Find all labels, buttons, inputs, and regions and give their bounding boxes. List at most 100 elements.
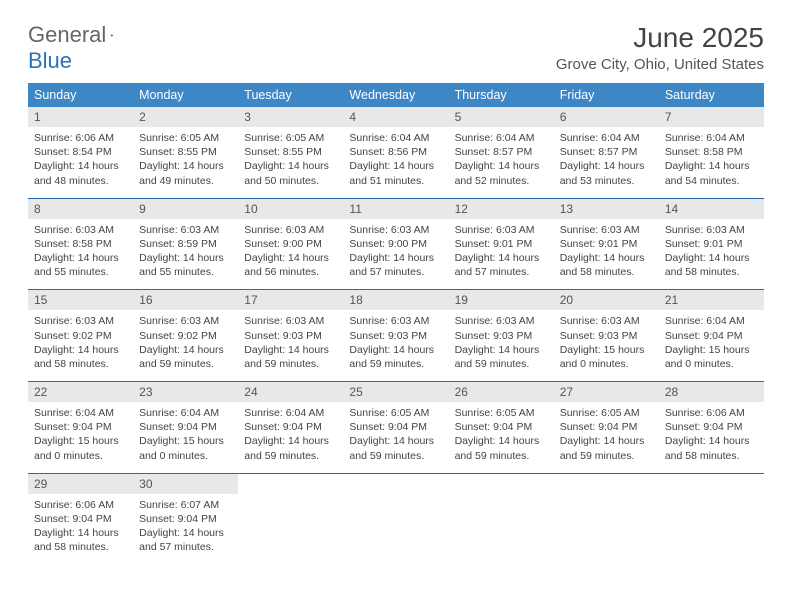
daylight-line1: Daylight: 15 hours [560, 343, 653, 357]
week-daynum-row: 2930 [28, 474, 764, 494]
daylight-line1: Daylight: 14 hours [560, 251, 653, 265]
day-number: 19 [449, 290, 554, 310]
title-block: June 2025 Grove City, Ohio, United State… [556, 22, 764, 73]
daylight-line2: and 50 minutes. [244, 174, 337, 188]
sunset-text: Sunset: 8:56 PM [349, 145, 442, 159]
sunset-text: Sunset: 8:59 PM [139, 237, 232, 251]
daylight-line1: Daylight: 14 hours [665, 434, 758, 448]
sunset-text: Sunset: 9:04 PM [34, 420, 127, 434]
daylight-line2: and 59 minutes. [139, 357, 232, 371]
day-number: 15 [28, 290, 133, 310]
sunset-text: Sunset: 8:58 PM [34, 237, 127, 251]
week-body-row: Sunrise: 6:06 AMSunset: 9:04 PMDaylight:… [28, 494, 764, 565]
daylight-line2: and 52 minutes. [455, 174, 548, 188]
daylight-line2: and 58 minutes. [34, 357, 127, 371]
daylight-line1: Daylight: 14 hours [455, 434, 548, 448]
day-number: 27 [554, 382, 659, 402]
day-header: Sunday [28, 83, 133, 107]
sunrise-text: Sunrise: 6:03 AM [139, 223, 232, 237]
daylight-line2: and 55 minutes. [34, 265, 127, 279]
sunrise-text: Sunrise: 6:03 AM [560, 223, 653, 237]
daylight-line1: Daylight: 14 hours [349, 434, 442, 448]
day-number [449, 474, 554, 494]
daylight-line1: Daylight: 14 hours [349, 251, 442, 265]
sunrise-text: Sunrise: 6:06 AM [34, 131, 127, 145]
daylight-line1: Daylight: 14 hours [455, 159, 548, 173]
sunrise-text: Sunrise: 6:04 AM [455, 131, 548, 145]
day-cell: Sunrise: 6:04 AMSunset: 8:57 PMDaylight:… [554, 127, 659, 198]
daylight-line2: and 59 minutes. [349, 357, 442, 371]
day-number: 3 [238, 107, 343, 127]
day-number: 2 [133, 107, 238, 127]
sunrise-text: Sunrise: 6:07 AM [139, 498, 232, 512]
week-daynum-row: 1234567 [28, 107, 764, 127]
day-number: 1 [28, 107, 133, 127]
sunset-text: Sunset: 9:04 PM [560, 420, 653, 434]
daylight-line1: Daylight: 14 hours [139, 251, 232, 265]
day-number: 20 [554, 290, 659, 310]
daylight-line1: Daylight: 14 hours [244, 251, 337, 265]
sunset-text: Sunset: 9:04 PM [34, 512, 127, 526]
sunset-text: Sunset: 9:04 PM [455, 420, 548, 434]
daylight-line2: and 0 minutes. [139, 449, 232, 463]
brand-logo: General [28, 22, 134, 48]
sunrise-text: Sunrise: 6:03 AM [560, 314, 653, 328]
sunset-text: Sunset: 9:03 PM [244, 329, 337, 343]
sunset-text: Sunset: 9:03 PM [560, 329, 653, 343]
day-number: 17 [238, 290, 343, 310]
day-cell: Sunrise: 6:05 AMSunset: 9:04 PMDaylight:… [554, 402, 659, 473]
day-number: 23 [133, 382, 238, 402]
daylight-line2: and 59 minutes. [560, 449, 653, 463]
daylight-line2: and 59 minutes. [244, 357, 337, 371]
sunrise-text: Sunrise: 6:06 AM [34, 498, 127, 512]
day-number: 11 [343, 199, 448, 219]
day-cell: Sunrise: 6:03 AMSunset: 9:01 PMDaylight:… [659, 219, 764, 290]
day-cell: Sunrise: 6:06 AMSunset: 9:04 PMDaylight:… [659, 402, 764, 473]
day-header: Wednesday [343, 83, 448, 107]
daylight-line2: and 57 minutes. [349, 265, 442, 279]
day-number: 22 [28, 382, 133, 402]
day-cell: Sunrise: 6:06 AMSunset: 9:04 PMDaylight:… [28, 494, 133, 565]
day-cell: Sunrise: 6:03 AMSunset: 9:03 PMDaylight:… [238, 310, 343, 381]
day-number: 13 [554, 199, 659, 219]
day-cell: Sunrise: 6:05 AMSunset: 9:04 PMDaylight:… [449, 402, 554, 473]
daylight-line2: and 59 minutes. [244, 449, 337, 463]
sunset-text: Sunset: 9:02 PM [34, 329, 127, 343]
daylight-line1: Daylight: 14 hours [34, 251, 127, 265]
daylight-line2: and 59 minutes. [455, 357, 548, 371]
daylight-line2: and 57 minutes. [139, 540, 232, 554]
location-text: Grove City, Ohio, United States [556, 56, 764, 73]
daylight-line1: Daylight: 14 hours [244, 159, 337, 173]
daylight-line2: and 0 minutes. [560, 357, 653, 371]
sunset-text: Sunset: 8:58 PM [665, 145, 758, 159]
daylight-line2: and 58 minutes. [665, 265, 758, 279]
day-header: Monday [133, 83, 238, 107]
daylight-line1: Daylight: 14 hours [34, 343, 127, 357]
daylight-line1: Daylight: 14 hours [244, 343, 337, 357]
sunrise-text: Sunrise: 6:05 AM [560, 406, 653, 420]
day-cell: Sunrise: 6:06 AMSunset: 8:54 PMDaylight:… [28, 127, 133, 198]
sunset-text: Sunset: 8:54 PM [34, 145, 127, 159]
daylight-line2: and 49 minutes. [139, 174, 232, 188]
sunset-text: Sunset: 9:03 PM [455, 329, 548, 343]
sunrise-text: Sunrise: 6:05 AM [455, 406, 548, 420]
daylight-line2: and 54 minutes. [665, 174, 758, 188]
sunrise-text: Sunrise: 6:03 AM [34, 223, 127, 237]
sunrise-text: Sunrise: 6:03 AM [244, 314, 337, 328]
day-header-row: SundayMondayTuesdayWednesdayThursdayFrid… [28, 83, 764, 107]
day-cell: Sunrise: 6:03 AMSunset: 9:02 PMDaylight:… [28, 310, 133, 381]
sunrise-text: Sunrise: 6:04 AM [34, 406, 127, 420]
sunset-text: Sunset: 8:57 PM [455, 145, 548, 159]
week-body-row: Sunrise: 6:03 AMSunset: 8:58 PMDaylight:… [28, 219, 764, 291]
brand-word-2: Blue [28, 48, 72, 74]
daylight-line2: and 48 minutes. [34, 174, 127, 188]
daylight-line2: and 59 minutes. [455, 449, 548, 463]
day-cell: Sunrise: 6:03 AMSunset: 8:58 PMDaylight:… [28, 219, 133, 290]
daylight-line1: Daylight: 14 hours [665, 251, 758, 265]
sunrise-text: Sunrise: 6:04 AM [244, 406, 337, 420]
month-title: June 2025 [556, 22, 764, 54]
sunrise-text: Sunrise: 6:03 AM [349, 314, 442, 328]
day-cell: Sunrise: 6:04 AMSunset: 9:04 PMDaylight:… [28, 402, 133, 473]
day-cell: Sunrise: 6:03 AMSunset: 9:02 PMDaylight:… [133, 310, 238, 381]
daylight-line2: and 58 minutes. [665, 449, 758, 463]
